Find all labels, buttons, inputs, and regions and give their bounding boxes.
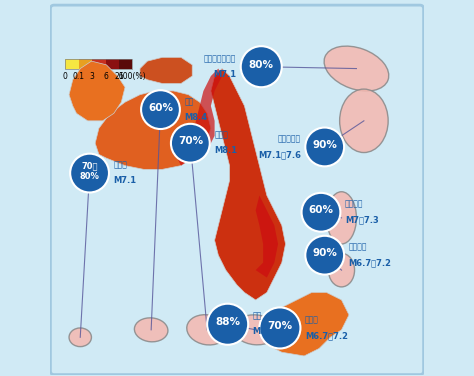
Polygon shape <box>211 68 285 300</box>
Text: 3: 3 <box>90 72 95 81</box>
Text: M7～7.3: M7～7.3 <box>345 215 379 224</box>
Text: 80%: 80% <box>249 60 274 70</box>
Circle shape <box>171 124 210 163</box>
Circle shape <box>305 127 344 166</box>
Text: 90%: 90% <box>312 140 337 150</box>
Bar <box>119 59 133 68</box>
Polygon shape <box>95 91 211 169</box>
Text: 東海: 東海 <box>253 311 262 320</box>
Bar <box>65 59 79 68</box>
Ellipse shape <box>327 192 356 244</box>
Polygon shape <box>255 293 349 356</box>
Text: M7.1: M7.1 <box>213 70 236 79</box>
Polygon shape <box>177 68 222 165</box>
Text: 東南海: 東南海 <box>214 130 228 139</box>
Bar <box>79 59 92 68</box>
Bar <box>65 59 133 68</box>
Text: 三陸沖北部: 三陸沖北部 <box>278 134 301 143</box>
Text: 100(%): 100(%) <box>118 72 146 81</box>
Ellipse shape <box>233 315 278 345</box>
Text: 6: 6 <box>103 72 108 81</box>
Ellipse shape <box>340 89 388 153</box>
Text: 70%: 70% <box>267 321 292 331</box>
Text: 70～
80%: 70～ 80% <box>80 162 100 180</box>
Ellipse shape <box>328 253 355 287</box>
Text: 0.1: 0.1 <box>73 72 85 81</box>
Text: M8.4: M8.4 <box>184 112 208 121</box>
Text: 70%: 70% <box>178 136 203 146</box>
Ellipse shape <box>135 318 168 342</box>
Text: M6.7～7.2: M6.7～7.2 <box>348 258 392 267</box>
Circle shape <box>301 193 340 232</box>
Text: 60%: 60% <box>309 205 334 215</box>
Circle shape <box>141 90 180 129</box>
Ellipse shape <box>69 328 91 347</box>
Ellipse shape <box>187 315 228 345</box>
Circle shape <box>305 236 344 274</box>
Polygon shape <box>140 58 192 83</box>
Text: 26: 26 <box>114 72 124 81</box>
Text: 日向灘: 日向灘 <box>113 160 128 169</box>
Text: M7.1～7.6: M7.1～7.6 <box>258 150 301 159</box>
Text: 十勝沖・根室沖: 十勝沖・根室沖 <box>204 54 236 63</box>
Text: 0: 0 <box>63 72 68 81</box>
Text: 南関東: 南関東 <box>305 315 319 324</box>
Circle shape <box>70 154 109 193</box>
Text: M8: M8 <box>253 327 267 336</box>
Text: M6.7～7.2: M6.7～7.2 <box>305 331 348 340</box>
Polygon shape <box>255 196 278 277</box>
Circle shape <box>241 46 282 87</box>
Text: 60%: 60% <box>148 103 173 113</box>
Circle shape <box>207 304 248 345</box>
Text: 90%: 90% <box>312 248 337 258</box>
Bar <box>92 59 106 68</box>
Bar <box>106 59 119 68</box>
Circle shape <box>259 308 301 349</box>
Text: 88%: 88% <box>215 317 240 327</box>
Text: 南海: 南海 <box>184 97 193 106</box>
Text: M8.1: M8.1 <box>214 146 237 155</box>
Text: 茈城県沖: 茈城県沖 <box>348 243 367 252</box>
Ellipse shape <box>324 46 389 91</box>
Text: M7.1: M7.1 <box>113 176 137 185</box>
FancyBboxPatch shape <box>50 5 424 374</box>
Text: 宮城県沖: 宮城県沖 <box>345 200 364 209</box>
Polygon shape <box>69 61 125 121</box>
